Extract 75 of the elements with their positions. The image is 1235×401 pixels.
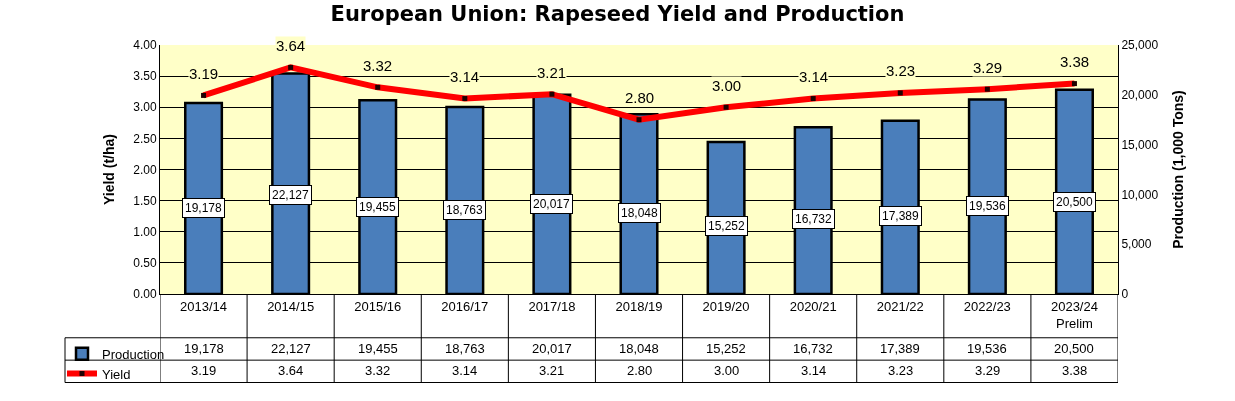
y-tick-label: 4.00 bbox=[133, 38, 157, 53]
data-label: 3.19 bbox=[191, 363, 217, 378]
data-label: 15,252 bbox=[706, 341, 746, 356]
text: 3.14 bbox=[450, 68, 480, 85]
data-label: 2.80 bbox=[627, 363, 653, 378]
data-label: 19,455 bbox=[358, 341, 398, 356]
text: 2.80 bbox=[625, 89, 655, 106]
text: 3.38 bbox=[1060, 53, 1090, 70]
y-axis-title: Yield (t/ha) bbox=[100, 133, 117, 206]
text: 19,178 bbox=[185, 201, 222, 215]
text: 3.14 bbox=[799, 68, 829, 85]
data-label: 3.14 bbox=[801, 363, 827, 378]
text: 3.00 bbox=[712, 77, 742, 94]
x-tick-label: 2020/21 bbox=[789, 298, 837, 314]
x-tick-label: 2015/16 bbox=[354, 298, 402, 314]
data-label: 3.21 bbox=[539, 363, 565, 378]
y2-tick-label: 0 bbox=[1121, 287, 1129, 302]
text: 17,389 bbox=[882, 209, 919, 223]
y-tick-label: 3.00 bbox=[133, 100, 157, 115]
data-label: 18,763 bbox=[445, 341, 485, 356]
data-label: 3.23 bbox=[888, 363, 914, 378]
y2-tick-label: 25,000 bbox=[1121, 38, 1159, 53]
x-tick-label: 2013/14 bbox=[180, 298, 228, 314]
x-tick-label: 2016/17 bbox=[441, 298, 489, 314]
text: 3.64 bbox=[276, 37, 306, 54]
chart-title: European Union: Rapeseed Yield and Production bbox=[330, 1, 905, 26]
x-tick-label: 2018/19 bbox=[615, 298, 663, 314]
data-label: 20,017 bbox=[532, 341, 572, 356]
data-label: 3.14 bbox=[452, 363, 478, 378]
text: 16,732 bbox=[795, 212, 832, 226]
y-tick-label: 2.00 bbox=[133, 162, 157, 177]
data-label: 16,732 bbox=[793, 341, 833, 356]
x-tick-label: 2019/20 bbox=[702, 298, 750, 314]
text: 19,455 bbox=[359, 200, 396, 214]
data-label: 19,178 bbox=[184, 341, 224, 356]
x-tick-label: 2023/24 Prelim bbox=[1050, 298, 1098, 331]
data-label: 3.29 bbox=[975, 363, 1001, 378]
y-tick-label: 0.00 bbox=[133, 287, 157, 302]
data-label: 17,389 bbox=[880, 341, 920, 356]
y2-tick-label: 20,000 bbox=[1121, 88, 1159, 102]
y-tick-label: 2.50 bbox=[133, 131, 157, 146]
legend-label: Production bbox=[102, 346, 165, 362]
y-tick-label: 1.50 bbox=[133, 193, 157, 208]
text: 22,127 bbox=[272, 188, 309, 202]
data-label: 3.32 bbox=[365, 363, 391, 378]
text: 20,017 bbox=[533, 197, 570, 211]
y2-tick-label: 10,000 bbox=[1121, 187, 1159, 202]
data-label: 18,048 bbox=[619, 341, 659, 356]
text: 3.21 bbox=[537, 64, 567, 81]
data-label: 19,536 bbox=[967, 341, 1007, 356]
text: 20,500 bbox=[1056, 195, 1093, 209]
y2-tick-label: 15,000 bbox=[1121, 137, 1159, 152]
text: 3.32 bbox=[363, 57, 393, 74]
y2-axis-title: Production (1,000 Tons) bbox=[1169, 90, 1186, 249]
x-tick-label: 2014/15 bbox=[267, 298, 315, 314]
text: 18,763 bbox=[446, 203, 483, 217]
text: 15,252 bbox=[708, 219, 745, 233]
legend-label: Yield bbox=[102, 366, 131, 382]
x-tick-label: 2021/22 bbox=[876, 298, 924, 314]
text: 3.19 bbox=[189, 65, 219, 82]
x-tick-label: 2017/18 bbox=[528, 298, 576, 314]
data-label: 3.64 bbox=[278, 363, 304, 378]
y2-tick-label: 5,000 bbox=[1121, 237, 1152, 252]
data-label: 3.00 bbox=[714, 363, 740, 378]
text: 19,536 bbox=[969, 199, 1006, 213]
data-label: 20,500 bbox=[1054, 341, 1094, 356]
x-tick-label: 2022/23 bbox=[963, 298, 1011, 314]
text: 3.29 bbox=[973, 59, 1003, 76]
y-tick-label: 3.50 bbox=[133, 69, 157, 84]
data-label: 3.38 bbox=[1062, 363, 1088, 378]
text: 18,048 bbox=[621, 206, 658, 220]
y-tick-label: 1.00 bbox=[133, 224, 157, 239]
text: 3.23 bbox=[886, 62, 916, 79]
y-tick-label: 0.50 bbox=[133, 256, 157, 271]
data-label: 22,127 bbox=[271, 341, 311, 356]
